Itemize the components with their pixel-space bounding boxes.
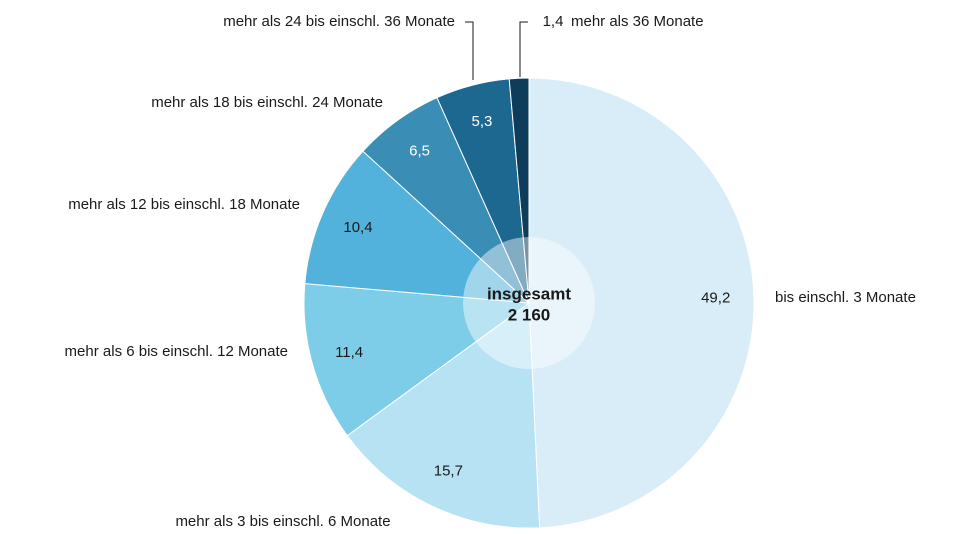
- value-label: 6,5: [409, 143, 430, 160]
- center-label: insgesamt: [487, 284, 571, 303]
- value-label: 49,2: [701, 290, 730, 307]
- category-label: mehr als 3 bis einschl. 6 Monate: [175, 513, 390, 530]
- value-label: 15,7: [434, 462, 463, 479]
- leader-line: [465, 21, 474, 80]
- value-label: 1,4: [543, 13, 564, 30]
- center-total: 2 160: [508, 305, 551, 324]
- value-label: 5,3: [472, 113, 493, 130]
- category-label: mehr als 12 bis einschl. 18 Monate: [68, 196, 300, 213]
- pie-slice: [508, 77, 530, 304]
- category-label: mehr als 18 bis einschl. 24 Monate: [151, 94, 383, 111]
- leader-line: [519, 21, 528, 77]
- category-label: bis einschl. 3 Monate: [775, 289, 916, 306]
- value-label: 11,4: [335, 344, 363, 361]
- center-disc: [463, 237, 595, 369]
- pie-slice: [303, 283, 531, 437]
- category-label: mehr als 6 bis einschl. 12 Monate: [65, 343, 288, 360]
- value-label: 10,4: [343, 219, 372, 236]
- category-label: mehr als 36 Monate: [571, 13, 704, 30]
- pie-slice: [304, 150, 531, 304]
- pie-slice: [528, 77, 755, 529]
- category-label: mehr als 24 bis einschl. 36 Monate: [223, 13, 455, 30]
- pie-slice: [346, 302, 541, 529]
